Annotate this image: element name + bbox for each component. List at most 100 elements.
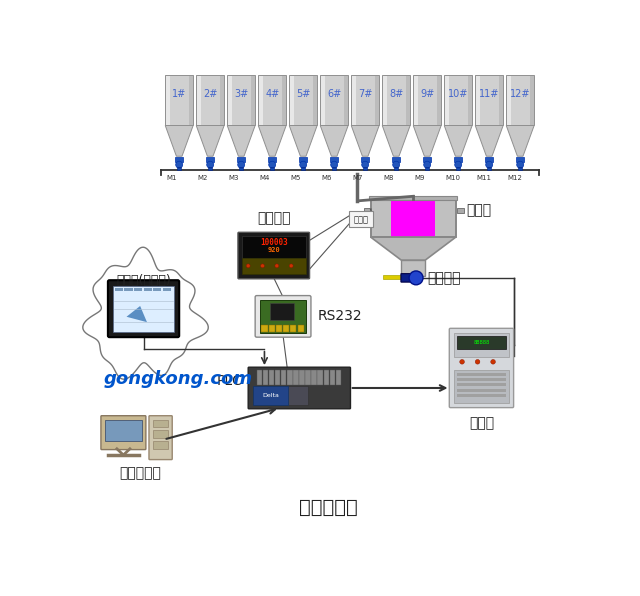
Bar [371,198,456,237]
Text: M3: M3 [228,175,239,181]
Text: PLC: PLC [217,374,243,388]
Bar [425,167,429,170]
Text: 3#: 3# [234,89,248,100]
Bar [196,75,224,126]
Circle shape [176,162,182,168]
Bar [261,325,268,332]
Circle shape [246,264,250,268]
Bar [454,370,509,403]
Bar [177,167,181,170]
Bar [518,167,522,170]
Text: M4: M4 [259,175,269,181]
Bar [153,441,168,449]
Bar [124,288,132,291]
Bar [163,288,171,291]
Text: M5: M5 [290,175,300,181]
Bar [259,76,263,125]
Bar [237,157,245,162]
Bar [436,76,441,125]
Bar [276,325,282,332]
Bar [332,167,336,170]
Bar [257,370,262,385]
Bar [115,288,123,291]
Bar [227,75,255,126]
Text: 5#: 5# [296,89,310,100]
Bar [456,167,460,170]
Text: 7#: 7# [358,89,372,100]
Bar [189,76,193,125]
Text: 12#: 12# [510,89,531,100]
Bar [414,76,418,125]
FancyBboxPatch shape [108,280,179,337]
Bar [445,76,449,125]
Bar [175,157,183,162]
Text: M6: M6 [321,175,332,181]
Bar [153,288,161,291]
Circle shape [331,162,338,168]
Text: 2#: 2# [203,89,218,100]
Bar [291,325,296,332]
Polygon shape [127,306,147,322]
Bar [364,208,371,213]
Bar [165,75,193,126]
Bar [487,167,491,170]
Bar [499,76,503,125]
Bar [391,199,435,237]
Bar [516,157,524,162]
Bar [260,300,307,333]
Text: 卸料阀门: 卸料阀门 [427,271,460,285]
Bar [330,370,335,385]
Bar [454,333,509,357]
Polygon shape [476,126,503,156]
Bar [143,288,152,291]
Bar [269,325,275,332]
Text: M1: M1 [166,175,177,181]
Text: M11: M11 [476,175,491,181]
Bar [166,76,170,125]
Bar [423,157,431,162]
Bar [313,76,317,125]
Bar [282,76,286,125]
FancyBboxPatch shape [101,416,146,449]
Circle shape [460,359,465,364]
Bar [312,370,317,385]
Text: 88888: 88888 [474,340,490,345]
Bar [275,370,280,385]
Text: 8#: 8# [389,89,403,100]
Circle shape [207,162,214,168]
Polygon shape [413,126,441,156]
Bar [228,76,232,125]
Circle shape [424,162,431,168]
Bar [371,198,456,237]
Bar [283,325,289,332]
Circle shape [362,162,369,168]
Text: M12: M12 [507,175,522,181]
Text: 9#: 9# [420,89,435,100]
Polygon shape [165,126,193,156]
Bar [401,260,425,275]
Bar [301,167,305,170]
Bar [281,370,287,385]
Text: 10#: 10# [448,89,468,100]
Bar [444,75,472,126]
Bar [270,167,274,170]
Circle shape [300,162,307,168]
Bar [454,157,462,162]
Bar [253,386,288,405]
Bar [253,386,308,405]
Text: 920: 920 [268,247,280,253]
Bar [242,236,305,257]
Text: M2: M2 [197,175,207,181]
Polygon shape [83,247,208,379]
Circle shape [237,162,244,168]
Text: gongkong.com: gongkong.com [103,370,252,387]
Bar [242,258,305,274]
Bar [374,76,379,125]
Bar [320,75,348,126]
Bar [153,420,168,427]
Bar [457,208,463,213]
Bar [369,196,458,200]
Polygon shape [506,126,534,156]
Bar [105,420,142,441]
Bar [406,76,410,125]
